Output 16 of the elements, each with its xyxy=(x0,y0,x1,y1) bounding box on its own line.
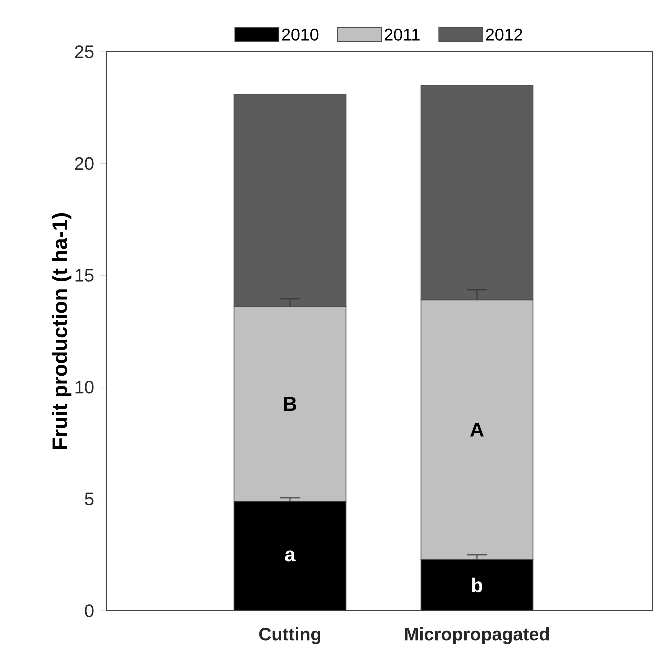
legend-label: 2011 xyxy=(384,28,420,41)
legend-label: 2012 xyxy=(486,28,522,41)
legend-label: 2010 xyxy=(282,28,319,41)
x-tick-label: Micropropagated xyxy=(405,628,550,644)
y-tick-label: 5 xyxy=(85,492,94,506)
y-tick-label: 15 xyxy=(76,269,94,282)
annotation: b xyxy=(472,578,483,593)
annotation: A xyxy=(470,422,484,437)
y-tick-label: 0 xyxy=(85,604,94,618)
y-axis-title: Fruit production (t ha-1) xyxy=(52,214,72,450)
y-tick-label: 10 xyxy=(76,381,94,394)
x-tick-label: Cutting xyxy=(259,628,321,644)
annotation: a xyxy=(285,550,296,562)
annotation: B xyxy=(284,397,297,412)
y-tick-label: 20 xyxy=(75,157,94,170)
y-tick-label: 25 xyxy=(75,46,94,58)
